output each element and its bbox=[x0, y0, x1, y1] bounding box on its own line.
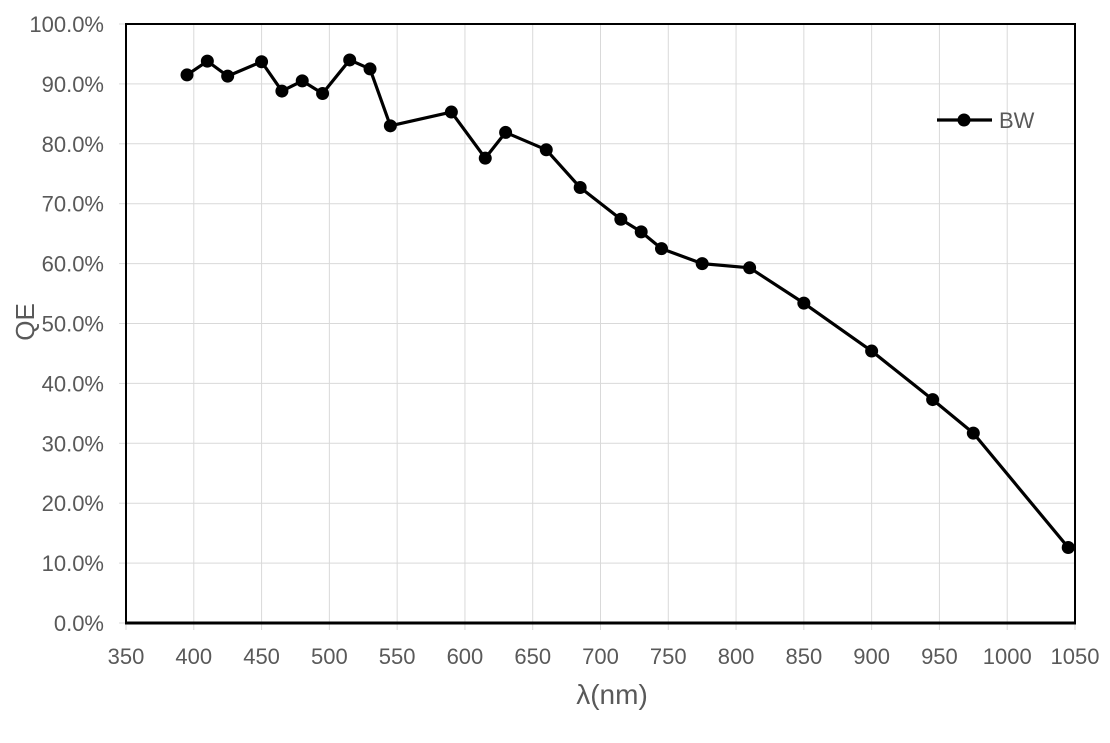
y-tick-label: 50.0% bbox=[42, 312, 104, 337]
x-axis-title: λ(nm) bbox=[576, 679, 648, 710]
x-tick-label: 950 bbox=[921, 644, 958, 669]
x-tick-label: 450 bbox=[243, 644, 280, 669]
y-tick-label: 70.0% bbox=[42, 192, 104, 217]
y-axis-title: QE bbox=[10, 303, 40, 341]
data-point-marker bbox=[966, 426, 980, 440]
y-tick-label: 40.0% bbox=[42, 371, 104, 396]
y-tick-label: 80.0% bbox=[42, 132, 104, 157]
data-point-marker bbox=[539, 143, 553, 157]
data-point-marker bbox=[743, 261, 757, 275]
x-tick-label: 1050 bbox=[1051, 644, 1100, 669]
y-axis-tick-labels: 0.0% 10.0% 20.0% 30.0% 40.0% 50.0% 60.0% 70.0% 8… bbox=[29, 12, 104, 636]
data-point-marker bbox=[655, 242, 669, 256]
x-tick-label: 700 bbox=[582, 644, 619, 669]
data-point-marker bbox=[255, 55, 269, 69]
data-point-marker bbox=[573, 181, 587, 195]
legend-marker-icon bbox=[957, 113, 971, 127]
data-point-marker bbox=[444, 105, 458, 119]
data-point-marker bbox=[865, 344, 879, 358]
data-point-marker bbox=[180, 68, 194, 82]
data-point-marker bbox=[383, 119, 397, 133]
y-tick-label: 60.0% bbox=[42, 252, 104, 277]
legend-label: BW bbox=[999, 108, 1035, 133]
y-tick-label: 20.0% bbox=[42, 491, 104, 516]
x-tick-label: 650 bbox=[514, 644, 551, 669]
x-axis-tick-labels: 350 400 450 500 550 600 650 700 750 800 850 900 950 1… bbox=[108, 644, 1100, 669]
data-point-marker bbox=[363, 62, 377, 76]
data-point-marker bbox=[1061, 541, 1075, 555]
data-point-marker bbox=[797, 296, 811, 310]
data-point-marker bbox=[499, 125, 513, 139]
data-point-marker bbox=[634, 225, 648, 239]
x-tick-label: 600 bbox=[447, 644, 484, 669]
y-tick-label: 100.0% bbox=[29, 12, 104, 37]
x-tick-label: 750 bbox=[650, 644, 687, 669]
x-tick-label: 350 bbox=[108, 644, 145, 669]
y-tick-label: 0.0% bbox=[54, 611, 104, 636]
x-tick-label: 800 bbox=[718, 644, 755, 669]
data-point-marker bbox=[295, 74, 309, 88]
data-point-marker bbox=[316, 86, 330, 100]
legend: BW bbox=[937, 108, 1035, 133]
x-tick-label: 550 bbox=[379, 644, 416, 669]
x-tick-label: 1000 bbox=[983, 644, 1032, 669]
data-point-marker bbox=[200, 54, 214, 68]
y-tick-label: 30.0% bbox=[42, 431, 104, 456]
data-point-marker bbox=[478, 151, 492, 165]
y-tick-label: 90.0% bbox=[42, 72, 104, 97]
data-point-marker bbox=[695, 257, 709, 271]
data-point-marker bbox=[926, 393, 940, 407]
x-tick-label: 900 bbox=[853, 644, 890, 669]
bw-data-series bbox=[180, 53, 1075, 555]
data-point-marker bbox=[275, 84, 289, 98]
y-tick-label: 10.0% bbox=[42, 551, 104, 576]
data-point-marker bbox=[221, 69, 235, 83]
data-point-marker bbox=[614, 212, 628, 226]
data-point-marker bbox=[343, 53, 357, 67]
x-tick-label: 400 bbox=[175, 644, 212, 669]
x-tick-label: 500 bbox=[311, 644, 348, 669]
x-tick-label: 850 bbox=[785, 644, 822, 669]
